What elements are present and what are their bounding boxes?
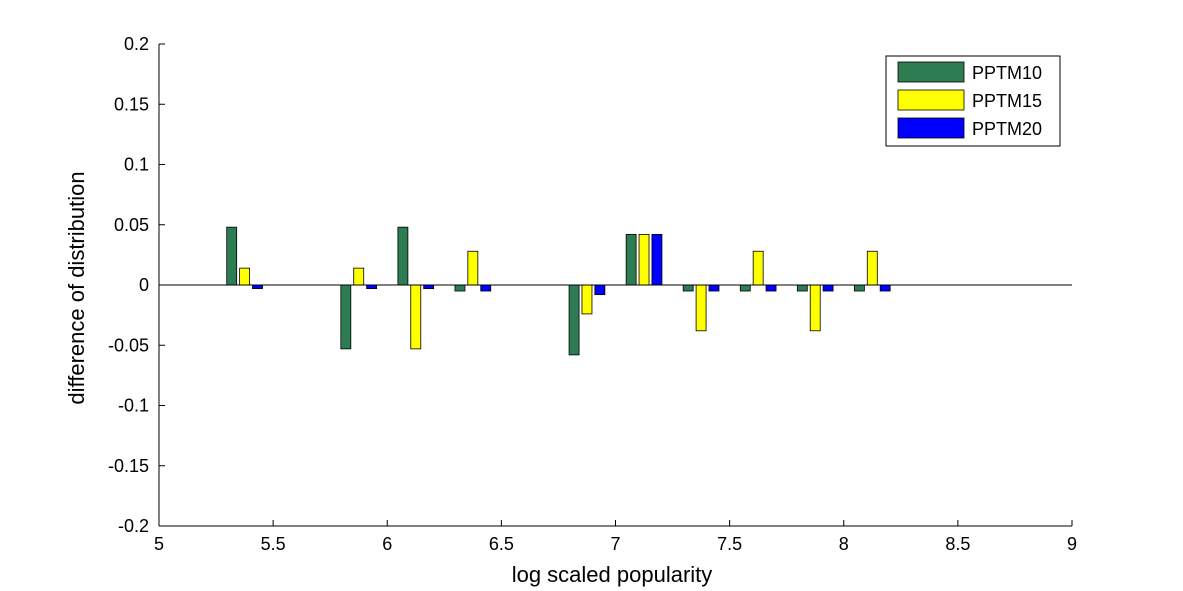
bar-pptm15-0	[239, 267, 250, 286]
bar-pptm15-9	[866, 250, 878, 286]
bar-pptm20-8	[822, 284, 834, 292]
bar-pptm20-0	[252, 284, 263, 290]
x-tick-label: 6	[382, 534, 392, 554]
y-tick-label: 0.05	[114, 215, 149, 235]
bar-pptm20-4	[594, 284, 606, 296]
legend-label-pptm20: PPTM20	[972, 119, 1042, 139]
bar-pptm15-4	[581, 284, 593, 315]
bar-pptm20-6	[708, 284, 720, 292]
y-tick-label: 0	[139, 275, 149, 295]
bar-pptm20-5	[651, 233, 663, 286]
y-tick-label: 0.15	[114, 94, 149, 114]
bar-pptm15-5	[638, 233, 650, 286]
y-tick-label: -0.15	[108, 456, 149, 476]
y-tick-label: -0.05	[108, 335, 149, 355]
bar-pptm10-1	[340, 284, 352, 350]
bar-pptm10-4	[568, 284, 580, 356]
bar-pptm15-6	[695, 284, 707, 332]
x-tick-label: 8.5	[945, 534, 970, 554]
x-ticks: 5 5.5 6 6.5 7 7.5 8 8.5 9	[154, 520, 1077, 554]
y-tick-label: 0.1	[124, 155, 149, 175]
legend: PPTM10 PPTM15 PPTM20	[885, 55, 1061, 147]
legend-swatch-pptm10	[897, 61, 965, 83]
x-tick-label: 7	[610, 534, 620, 554]
x-axis-label: log scaled popularity	[512, 562, 713, 587]
bar-pptm10-2	[397, 226, 409, 286]
bar-pptm20-2	[423, 284, 435, 290]
bar-pptm10-8	[796, 284, 808, 292]
x-tick-label: 5.5	[261, 534, 286, 554]
x-tick-label: 6.5	[489, 534, 514, 554]
bar-pptm10-6	[682, 284, 694, 292]
x-tick-label: 8	[839, 534, 849, 554]
bar-pptm20-9	[879, 284, 891, 292]
y-axis-label: difference of distribution	[64, 171, 89, 404]
bar-pptm10-9	[853, 284, 865, 292]
bar-pptm15-8	[809, 284, 821, 332]
bars-group	[226, 226, 891, 356]
bar-pptm10-0	[226, 226, 238, 286]
bar-pptm20-3	[480, 284, 492, 292]
y-tick-label: -0.2	[118, 516, 149, 536]
y-ticks: -0.2 -0.15 -0.1 -0.05 0 0.05 0.1 0.15 0.2	[108, 34, 165, 536]
legend-swatch-pptm15	[897, 89, 965, 111]
bar-pptm15-7	[752, 250, 764, 286]
x-tick-label: 9	[1067, 534, 1077, 554]
y-tick-label: -0.1	[118, 396, 149, 416]
legend-swatch-pptm20	[897, 117, 965, 139]
bar-pptm15-1	[353, 267, 365, 286]
x-tick-label: 7.5	[717, 534, 742, 554]
bar-pptm10-5	[625, 233, 637, 286]
x-tick-label: 5	[154, 534, 164, 554]
bar-pptm15-3	[467, 250, 479, 286]
legend-label-pptm10: PPTM10	[972, 63, 1042, 83]
bar-pptm10-7	[739, 284, 751, 292]
bar-pptm20-1	[366, 284, 378, 290]
legend-label-pptm15: PPTM15	[972, 91, 1042, 111]
bar-pptm15-2	[410, 284, 422, 350]
bar-pptm20-7	[765, 284, 777, 292]
y-tick-label: 0.2	[124, 34, 149, 54]
bar-pptm10-3	[454, 284, 466, 292]
